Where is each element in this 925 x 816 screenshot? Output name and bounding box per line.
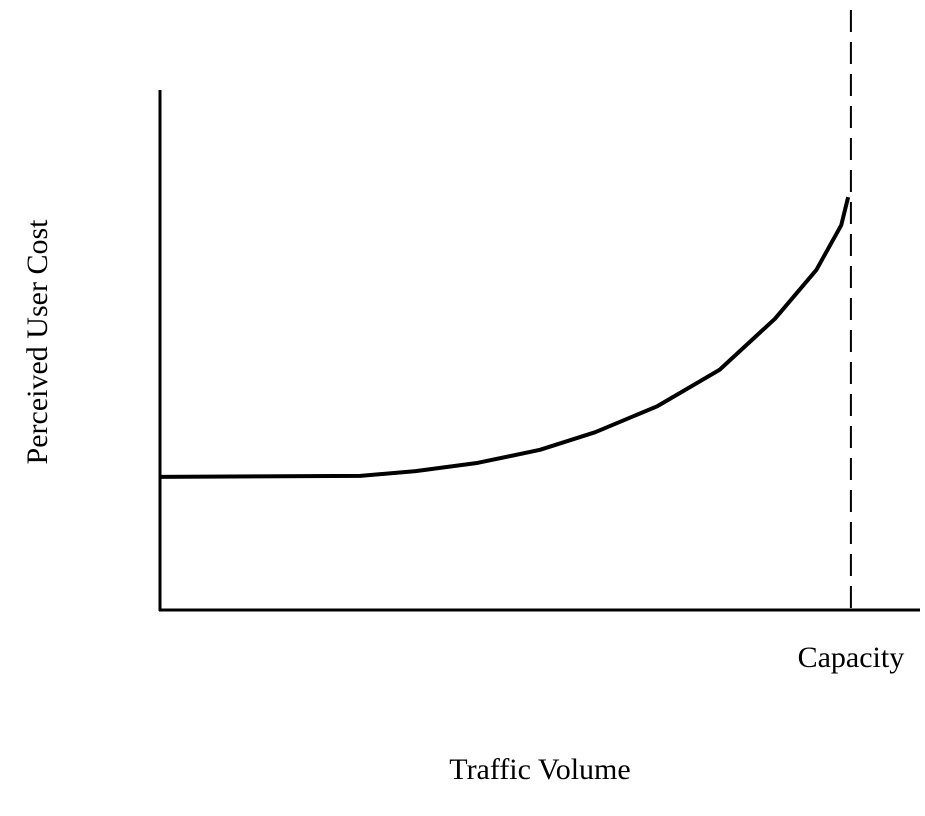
curve bbox=[159, 196, 851, 479]
x-axis-label: Traffic Volume bbox=[449, 753, 630, 786]
y-axis-label: Perceived User Cost bbox=[21, 219, 54, 465]
capacity-label: Capacity bbox=[798, 641, 905, 674]
